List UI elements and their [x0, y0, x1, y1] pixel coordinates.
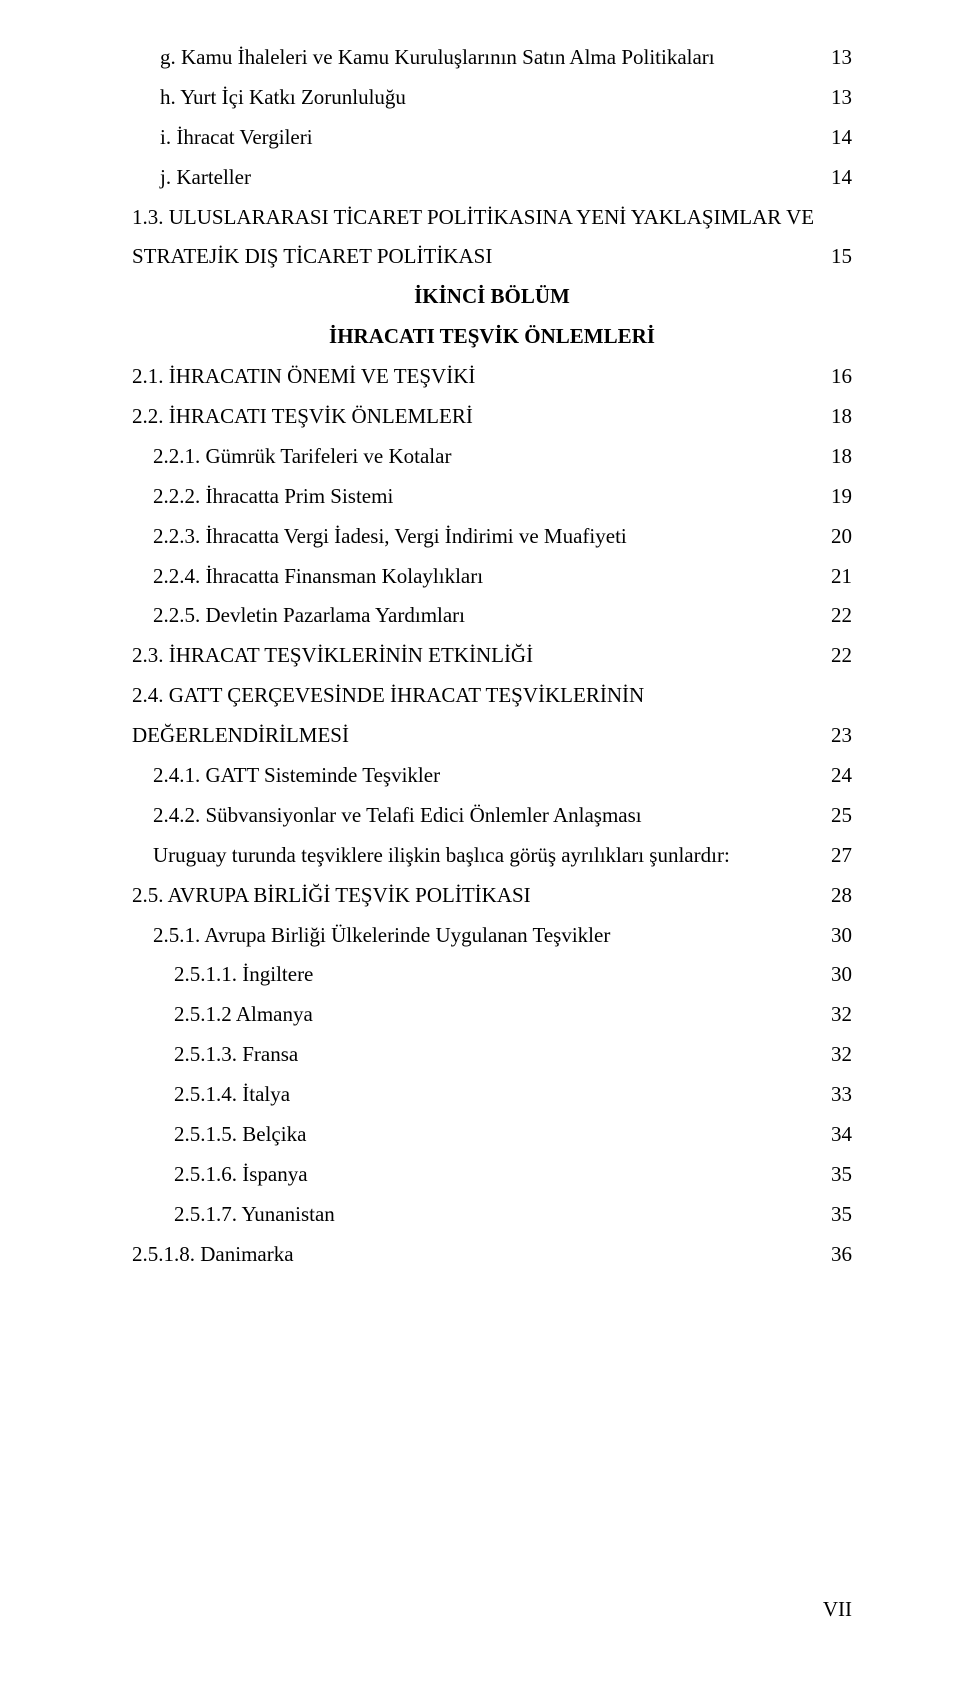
- toc-page: 22: [831, 596, 852, 636]
- table-of-contents: g. Kamu İhaleleri ve Kamu Kuruluşlarının…: [132, 38, 852, 1275]
- toc-entry: 2.3. İHRACAT TEŞVİKLERİNİN ETKİNLİĞİ 22: [132, 636, 852, 676]
- toc-entry: i. İhracat Vergileri 14: [132, 118, 852, 158]
- toc-entry: 2.5.1. Avrupa Birliği Ülkelerinde Uygula…: [132, 916, 852, 956]
- toc-entry: g. Kamu İhaleleri ve Kamu Kuruluşlarının…: [132, 38, 852, 78]
- toc-entry: 2.4.2. Sübvansiyonlar ve Telafi Edici Ön…: [132, 796, 852, 836]
- toc-title: 2.5.1.8. Danimarka: [132, 1235, 294, 1275]
- toc-title: 2.2.4. İhracatta Finansman Kolaylıkları: [153, 557, 483, 597]
- toc-entry: 1.3. ULUSLARARASI TİCARET POLİTİKASINA Y…: [132, 198, 852, 238]
- toc-page: 30: [831, 916, 852, 956]
- toc-title: 2.2.5. Devletin Pazarlama Yardımları: [153, 596, 465, 636]
- toc-page: 30: [831, 955, 852, 995]
- toc-page: 23: [831, 716, 852, 756]
- toc-title: 2.2. İHRACATI TEŞVİK ÖNLEMLERİ: [132, 397, 473, 437]
- toc-title: 2.5. AVRUPA BİRLİĞİ TEŞVİK POLİTİKASI: [132, 876, 531, 916]
- toc-entry: 2.2.1. Gümrük Tarifeleri ve Kotalar 18: [132, 437, 852, 477]
- toc-page: 36: [831, 1235, 852, 1275]
- toc-entry: 2.1. İHRACATIN ÖNEMİ VE TEŞVİKİ 16: [132, 357, 852, 397]
- toc-entry: 2.2. İHRACATI TEŞVİK ÖNLEMLERİ 18: [132, 397, 852, 437]
- toc-entry: j. Karteller 14: [132, 158, 852, 198]
- toc-title: 2.5.1.2 Almanya: [174, 995, 313, 1035]
- toc-entry: 2.5.1.7. Yunanistan 35: [132, 1195, 852, 1235]
- section-subheading: İHRACATI TEŞVİK ÖNLEMLERİ: [132, 317, 852, 357]
- toc-entry: 2.2.5. Devletin Pazarlama Yardımları 22: [132, 596, 852, 636]
- toc-page: 34: [831, 1115, 852, 1155]
- toc-page: 35: [831, 1155, 852, 1195]
- toc-title: j. Karteller: [160, 158, 251, 198]
- toc-page: 22: [831, 636, 852, 676]
- toc-entry: DEĞERLENDİRİLMESİ 23: [132, 716, 852, 756]
- toc-title: 2.1. İHRACATIN ÖNEMİ VE TEŞVİKİ: [132, 357, 475, 397]
- toc-page: 28: [831, 876, 852, 916]
- toc-entry: 2.5.1.6. İspanya 35: [132, 1155, 852, 1195]
- toc-page: 18: [831, 437, 852, 477]
- toc-title: i. İhracat Vergileri: [160, 118, 313, 158]
- toc-title: 2.5.1.3. Fransa: [174, 1035, 298, 1075]
- toc-title: STRATEJİK DIŞ TİCARET POLİTİKASI: [132, 237, 492, 277]
- toc-entry: STRATEJİK DIŞ TİCARET POLİTİKASI 15: [132, 237, 852, 277]
- toc-title: 2.4.1. GATT Sisteminde Teşvikler: [153, 756, 440, 796]
- document-page: g. Kamu İhaleleri ve Kamu Kuruluşlarının…: [0, 0, 960, 1682]
- toc-title: 2.5.1. Avrupa Birliği Ülkelerinde Uygula…: [153, 916, 610, 956]
- toc-page: 14: [831, 158, 852, 198]
- toc-title: 2.2.2. İhracatta Prim Sistemi: [153, 477, 393, 517]
- toc-page: 27: [831, 836, 852, 876]
- toc-title: 2.5.1.6. İspanya: [174, 1155, 308, 1195]
- toc-title: 1.3. ULUSLARARASI TİCARET POLİTİKASINA Y…: [132, 198, 814, 238]
- toc-title: 2.4. GATT ÇERÇEVESİNDE İHRACAT TEŞVİKLER…: [132, 676, 644, 716]
- toc-entry: Uruguay turunda teşviklere ilişkin başlı…: [132, 836, 852, 876]
- toc-title: 2.5.1.4. İtalya: [174, 1075, 290, 1115]
- toc-entry: h. Yurt İçi Katkı Zorunluluğu 13: [132, 78, 852, 118]
- toc-entry: 2.5.1.5. Belçika 34: [132, 1115, 852, 1155]
- toc-page: 14: [831, 118, 852, 158]
- toc-title: h. Yurt İçi Katkı Zorunluluğu: [160, 78, 406, 118]
- toc-entry: 2.2.4. İhracatta Finansman Kolaylıkları 2…: [132, 557, 852, 597]
- toc-title: 2.5.1.5. Belçika: [174, 1115, 306, 1155]
- toc-entry: 2.5.1.8. Danimarka 36: [132, 1235, 852, 1275]
- toc-entry: 2.5.1.3. Fransa 32: [132, 1035, 852, 1075]
- toc-title: 2.3. İHRACAT TEŞVİKLERİNİN ETKİNLİĞİ: [132, 636, 533, 676]
- toc-page: 25: [831, 796, 852, 836]
- toc-title: DEĞERLENDİRİLMESİ: [132, 716, 349, 756]
- toc-title: 2.2.1. Gümrük Tarifeleri ve Kotalar: [153, 437, 451, 477]
- toc-page: 13: [831, 38, 852, 78]
- toc-entry: 2.5.1.1. İngiltere 30: [132, 955, 852, 995]
- toc-title: 2.5.1.1. İngiltere: [174, 955, 313, 995]
- toc-entry: 2.2.2. İhracatta Prim Sistemi 19: [132, 477, 852, 517]
- toc-page: 20: [831, 517, 852, 557]
- page-number: VII: [823, 1597, 852, 1622]
- toc-page: 19: [831, 477, 852, 517]
- toc-entry: 2.5.1.4. İtalya 33: [132, 1075, 852, 1115]
- toc-page: 33: [831, 1075, 852, 1115]
- toc-page: 15: [831, 237, 852, 277]
- toc-page: 24: [831, 756, 852, 796]
- toc-title: 2.5.1.7. Yunanistan: [174, 1195, 335, 1235]
- toc-entry: 2.4. GATT ÇERÇEVESİNDE İHRACAT TEŞVİKLER…: [132, 676, 852, 716]
- toc-entry: 2.5.1.2 Almanya 32: [132, 995, 852, 1035]
- toc-title: 2.4.2. Sübvansiyonlar ve Telafi Edici Ön…: [153, 796, 642, 836]
- toc-entry: 2.5. AVRUPA BİRLİĞİ TEŞVİK POLİTİKASI 28: [132, 876, 852, 916]
- toc-page: 32: [831, 1035, 852, 1075]
- toc-title: 2.2.3. İhracatta Vergi İadesi, Vergi İnd…: [153, 517, 627, 557]
- toc-page: 18: [831, 397, 852, 437]
- toc-page: 16: [831, 357, 852, 397]
- toc-page: 21: [831, 557, 852, 597]
- toc-title: g. Kamu İhaleleri ve Kamu Kuruluşlarının…: [160, 38, 715, 78]
- toc-page: 35: [831, 1195, 852, 1235]
- toc-entry: 2.2.3. İhracatta Vergi İadesi, Vergi İnd…: [132, 517, 852, 557]
- toc-entry: 2.4.1. GATT Sisteminde Teşvikler 24: [132, 756, 852, 796]
- toc-page: 13: [831, 78, 852, 118]
- toc-title: Uruguay turunda teşviklere ilişkin başlı…: [153, 836, 730, 876]
- section-heading: İKİNCİ BÖLÜM: [132, 277, 852, 317]
- toc-page: 32: [831, 995, 852, 1035]
